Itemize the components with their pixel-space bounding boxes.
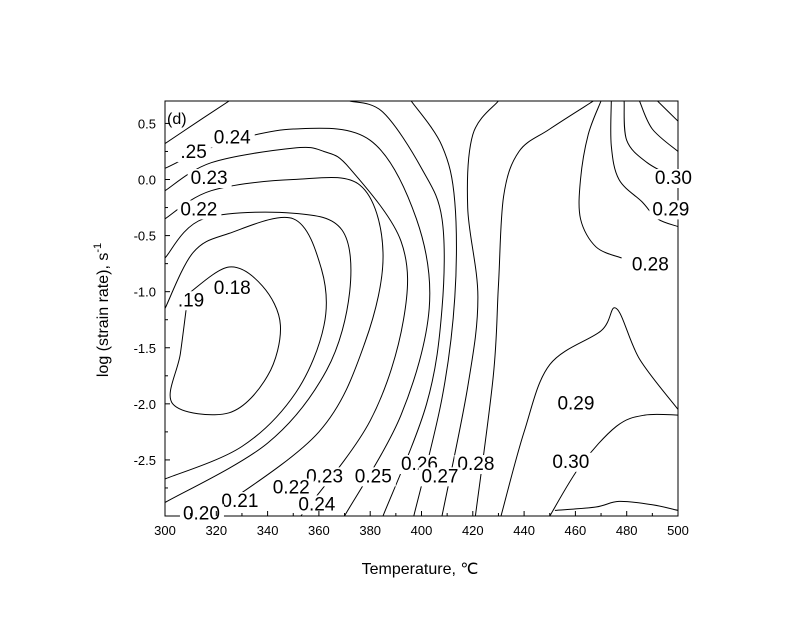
- contour-label-backing: [628, 255, 673, 275]
- contour-label-backing: [295, 495, 340, 515]
- y-axis-title-superscript: -1: [92, 243, 104, 253]
- y-tick-label: -1.0: [134, 285, 156, 300]
- contour-label-backing: [454, 455, 499, 475]
- contour-line-0-24: [349, 101, 445, 516]
- x-tick-label: 340: [257, 523, 279, 538]
- contour-line-0-25: [410, 101, 457, 516]
- x-tick-label: 480: [616, 523, 638, 538]
- contour-label: 0.25: [355, 466, 392, 487]
- contour-line-0-28: [578, 101, 622, 259]
- contour-label: 0.23: [306, 466, 343, 487]
- contour-label: 0.24: [298, 494, 335, 515]
- contour-label: 0.28: [632, 254, 669, 275]
- contour-label: 0.29: [557, 393, 594, 414]
- contour-line-0-3: [554, 500, 678, 511]
- contour-line-0-21: [165, 176, 384, 516]
- y-tick-label: -0.5: [134, 229, 156, 244]
- y-tick-label: -2.5: [134, 453, 156, 468]
- y-axis-title: log (strain rate), s-1: [92, 243, 112, 377]
- contour-label-backing: [177, 200, 222, 220]
- x-tick-label: 440: [513, 523, 535, 538]
- contour-label-backing: [651, 169, 696, 188]
- contour-label: 0.30: [655, 168, 692, 189]
- contour-label: 0.21: [221, 491, 258, 512]
- contour-label-backing: [210, 128, 255, 148]
- contour-line-0-24: [165, 101, 230, 145]
- x-tick-label: 500: [667, 523, 689, 538]
- contour-label: .25: [180, 142, 206, 163]
- x-tick-label: 300: [154, 523, 176, 538]
- contour-label: 0.29: [652, 199, 689, 220]
- contour-label-backing: [218, 492, 263, 512]
- contour-line-0-29: [549, 413, 678, 516]
- contour-label-backing: [554, 394, 599, 414]
- contour-line-0-22: [165, 146, 409, 516]
- contour-label-backing: [177, 143, 211, 163]
- contour-line-0-27: [474, 101, 594, 516]
- contour-label: .19: [178, 290, 204, 311]
- contour-label-backing: [303, 467, 348, 487]
- x-axis: 300 320 340 360 380 400 420 440 460 480 500: [154, 511, 689, 538]
- contour-label-backing: [179, 504, 224, 524]
- contour-line-0-32: [657, 101, 678, 122]
- y-tick-label: -2.0: [134, 397, 156, 412]
- contour-label-backing: [649, 200, 694, 220]
- contour-label: 0.30: [552, 452, 589, 473]
- contour-labels: 0.24.250.230.220.18.190.300.290.280.290.…: [174, 128, 696, 524]
- x-axis-title: Temperature, ℃: [362, 561, 479, 578]
- contour-line-0-28: [500, 307, 678, 516]
- contour-line-0-18: [169, 266, 281, 416]
- y-tick-label: 0.5: [138, 116, 156, 131]
- contour-label: 0.18: [214, 278, 251, 299]
- panel-tag: (d): [167, 111, 187, 128]
- contour-line-0-19: [165, 217, 327, 480]
- x-tick-label: 380: [359, 523, 381, 538]
- contour-label-backing: [351, 467, 396, 487]
- contour-label-backing: [187, 169, 232, 188]
- contour-line-0-26: [441, 101, 499, 516]
- x-tick-label: 320: [205, 523, 227, 538]
- contour-label-backing: [549, 452, 594, 472]
- contour-label: 0.27: [422, 466, 459, 487]
- contour-label: 0.24: [214, 128, 251, 149]
- contour-label-backing: [174, 291, 209, 311]
- y-tick-label: 0.0: [138, 173, 156, 188]
- contour-label-backing: [418, 467, 463, 487]
- contour-label-backing: [210, 278, 255, 298]
- contour-line-0-29: [610, 101, 678, 228]
- contour-label: 0.22: [180, 199, 217, 220]
- y-axis: 0.5 0.0 -0.5 -1.0 -1.5 -2.0 -2.5: [134, 116, 170, 489]
- contour-line-0-2: [165, 211, 352, 503]
- contour-label: 0.20: [183, 503, 220, 524]
- contour-label: 0.22: [273, 478, 310, 499]
- x-tick-label: 460: [565, 523, 587, 538]
- x-tick-label: 420: [462, 523, 484, 538]
- x-tick-label: 400: [411, 523, 433, 538]
- contour-label: 0.28: [457, 454, 494, 475]
- contour-label-backing: [269, 478, 314, 498]
- y-axis-title-main: log (strain rate), s: [95, 253, 112, 377]
- contour-label: 0.23: [191, 168, 228, 189]
- contour-line-0-31: [639, 101, 678, 152]
- x-tick-label: 360: [308, 523, 330, 538]
- y-tick-label: -1.5: [134, 341, 156, 356]
- contour-lines: [165, 101, 678, 516]
